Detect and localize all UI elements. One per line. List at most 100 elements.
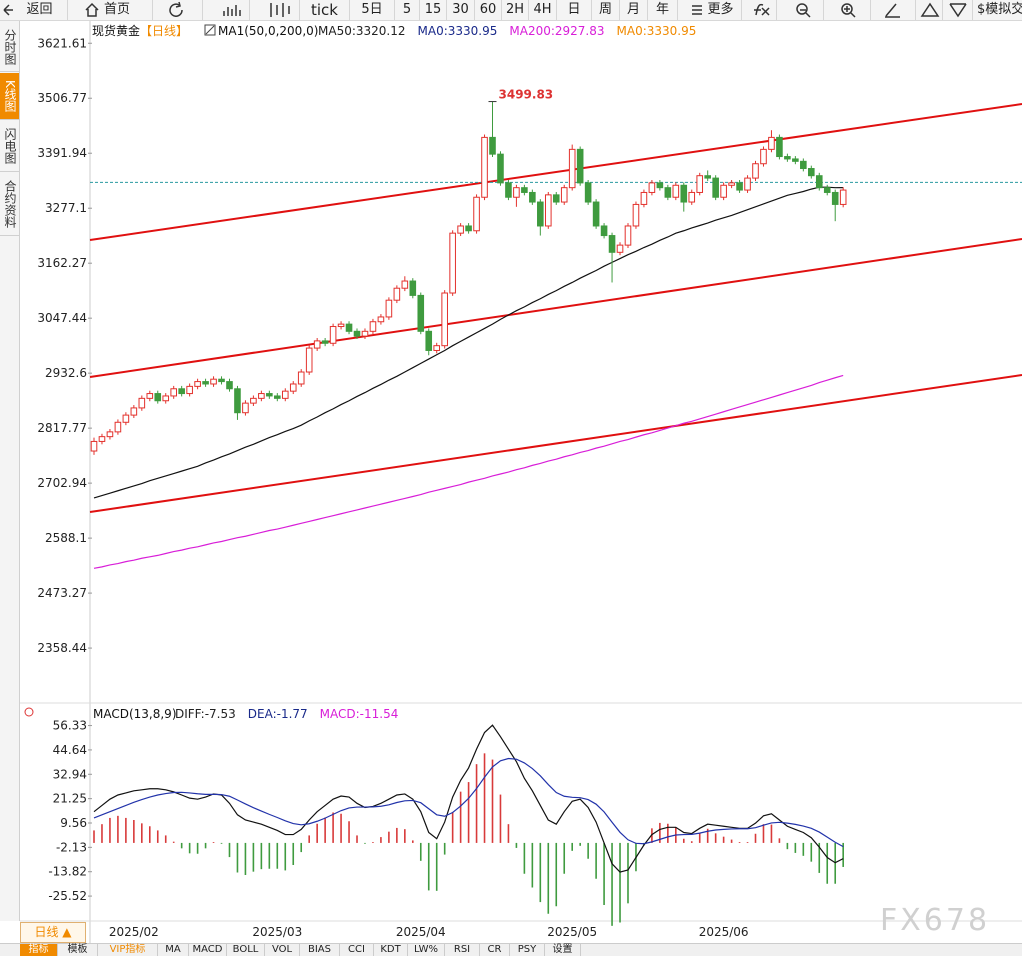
x-tick-label: 2025/03 — [252, 925, 302, 939]
candle-body — [473, 196, 480, 232]
macd-bar — [818, 842, 821, 873]
candle-body — [433, 345, 441, 351]
toolbar-button[interactable]: 60 — [475, 0, 502, 20]
candle-body — [242, 402, 249, 414]
candle-body — [576, 148, 584, 184]
macd-bar — [698, 833, 701, 843]
macd-bar — [260, 842, 263, 870]
legend-label: DEA:-1.77 — [248, 707, 308, 721]
candle-body — [353, 330, 361, 337]
toolbar-button[interactable]: 更多 — [678, 0, 742, 20]
ma-line — [93, 186, 844, 499]
toolbar-button[interactable]: 5 — [395, 0, 420, 20]
tab[interactable]: BIAS — [300, 944, 340, 956]
tab[interactable]: RSI — [445, 944, 480, 956]
macd-bar — [268, 842, 271, 869]
toolbar-button[interactable] — [153, 0, 203, 20]
candle-body — [369, 321, 377, 332]
candle-body — [568, 148, 576, 189]
tab[interactable]: CCI — [340, 944, 374, 956]
y-tick-label: -2.13 — [56, 840, 87, 854]
toolbar-button[interactable]: 4H — [529, 0, 557, 20]
macd-bar — [794, 842, 797, 853]
tab[interactable]: KDT — [374, 944, 408, 956]
tab[interactable]: 指标 — [20, 944, 58, 956]
tab[interactable]: VOL — [265, 944, 300, 956]
toolbar-button[interactable] — [250, 0, 300, 20]
candle-body — [321, 340, 329, 344]
toolbar-button[interactable] — [777, 0, 824, 20]
indicator-label: MA1(50,0,200,0) — [218, 24, 318, 38]
candle-body — [258, 393, 265, 399]
y-tick-label: 56.33 — [53, 719, 87, 733]
sidebar-tab[interactable]: K线图 — [0, 73, 19, 120]
toolbar-button[interactable]: 日 — [557, 0, 592, 20]
macd-bar — [619, 842, 621, 923]
tab[interactable]: BOLL — [227, 944, 265, 956]
candle-body — [234, 388, 241, 414]
toolbar-button[interactable] — [203, 0, 250, 20]
toolbar-button[interactable]: 15 — [420, 0, 447, 20]
toolbar-button[interactable] — [943, 0, 973, 20]
tab[interactable]: 设置 — [545, 944, 581, 956]
settings-icon[interactable] — [204, 24, 216, 36]
macd-bar — [475, 764, 478, 843]
toolbar-button[interactable]: tick — [300, 0, 350, 20]
tab[interactable]: MACD — [189, 944, 227, 956]
candle-body — [680, 184, 688, 203]
macd-bar — [842, 842, 844, 867]
x-tick-label: 2025/06 — [699, 925, 749, 939]
candle-body — [441, 292, 448, 347]
background — [20, 21, 1022, 943]
toolbar-button[interactable]: 周 — [592, 0, 620, 20]
high-annotation: 3499.83 — [499, 88, 554, 102]
toolbar-button[interactable] — [871, 0, 916, 20]
tab[interactable]: MA — [158, 944, 189, 956]
macd-bar — [762, 824, 765, 843]
toolbar-button[interactable]: 首页 — [68, 0, 153, 20]
trend-line — [89, 374, 1022, 513]
toolbar-button[interactable] — [742, 0, 777, 20]
toolbar-button[interactable] — [916, 0, 943, 20]
macd-bar — [388, 831, 390, 843]
toolbar-button[interactable]: 2H — [502, 0, 529, 20]
macd-bar — [276, 842, 279, 869]
candle-body — [831, 191, 839, 205]
candle-body — [632, 203, 640, 227]
macd-bar — [690, 841, 693, 843]
macd-bar — [730, 839, 733, 843]
toolbar-button[interactable]: 30 — [447, 0, 475, 20]
macd-bar — [786, 842, 789, 850]
toolbar-button[interactable]: 5日 — [350, 0, 395, 20]
toolbar-button[interactable] — [824, 0, 871, 20]
toolbar-button[interactable]: $模拟交 — [977, 2, 1022, 17]
macd-bar — [571, 842, 573, 851]
macd-bar — [746, 842, 749, 843]
macd-bar — [404, 829, 406, 843]
candle-body — [529, 191, 536, 203]
sidebar-tab[interactable]: 分时图 — [0, 23, 19, 72]
legend: DIFF:-7.53 DEA:-1.77 MACD:-11.54 — [175, 707, 398, 721]
macd-bar — [156, 830, 159, 843]
macd-icon[interactable] — [24, 707, 34, 717]
candle-body — [417, 294, 425, 332]
macd-bar — [515, 842, 518, 848]
candle-body — [281, 390, 289, 399]
toolbar-button[interactable]: 月 — [620, 0, 648, 20]
period-button[interactable]: 日线 ▲ — [20, 922, 86, 943]
candle-body — [90, 440, 98, 452]
tab[interactable]: CR — [480, 944, 510, 956]
macd-bar — [459, 791, 462, 843]
sidebar-tab[interactable]: 闪电图 — [0, 121, 19, 172]
toolbar-button[interactable]: 年 — [648, 0, 678, 20]
tab[interactable]: LW% — [408, 944, 445, 956]
tab[interactable]: 模板 — [58, 944, 98, 956]
toolbar: 返回 首页 tick 5日 5 15 30 60 2H 4H 日 周 月 年 更… — [0, 0, 1022, 21]
macd-bar — [125, 817, 127, 843]
tab[interactable]: PSY — [510, 944, 545, 956]
legend: MA50:3320.12 MA0:3330.95 MA200:2927.83 MA0:… — [318, 24, 696, 38]
tab[interactable]: VIP指标 — [98, 944, 158, 956]
toolbar-button[interactable]: 返回 — [0, 0, 68, 20]
y-tick-label: 44.64 — [53, 743, 87, 757]
sidebar-tab[interactable]: 合约资料 — [0, 173, 19, 236]
